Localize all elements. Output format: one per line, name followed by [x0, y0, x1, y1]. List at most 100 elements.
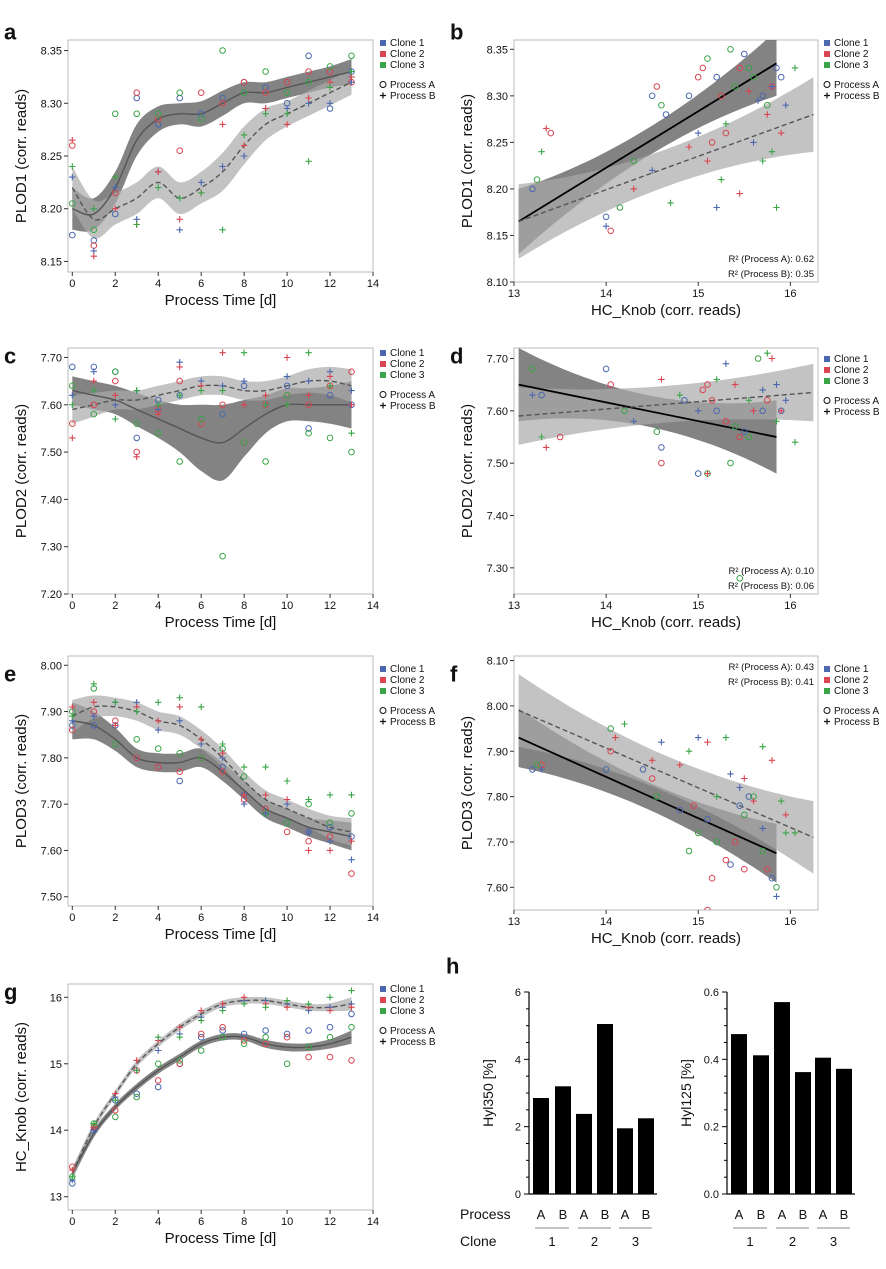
data-point-process-b-clone-1 [90, 368, 97, 375]
data-point-process-b-clone-2 [326, 1007, 334, 1014]
data-point-process-a-clone-1 [727, 861, 734, 868]
legend-label-process-b: Process B [834, 91, 880, 102]
data-point-process-b-clone-1 [727, 770, 734, 778]
data-point-process-b-clone-3 [198, 703, 205, 711]
data-point-process-b-clone-3 [305, 1000, 312, 1008]
data-point-process-b-clone-3 [90, 680, 97, 687]
data-point-process-a-clone-3 [754, 355, 762, 362]
data-point-process-a-clone-3 [727, 459, 734, 467]
legend-label-clone-3: Clone 3 [390, 686, 425, 697]
legend-marker-process-b [380, 1038, 386, 1045]
data-point-process-b-clone-2 [658, 376, 665, 383]
data-point-process-a-clone-3 [154, 429, 162, 437]
data-point-process-b-clone-3 [283, 110, 291, 117]
panel-letter-b: b [450, 20, 463, 45]
y-axis-title: Hyl350 [%] [480, 1059, 496, 1127]
data-point-process-a-clone-2 [556, 433, 564, 441]
bar [774, 1002, 790, 1194]
data-point-process-b-clone-1 [305, 377, 312, 385]
data-point-process-b-clone-3 [90, 387, 97, 394]
data-point-process-a-clone-2 [722, 856, 730, 864]
data-point-process-b-clone-1 [750, 139, 757, 146]
legend-swatch-clone-1 [380, 986, 386, 992]
y-tick-label: 7.40 [41, 494, 62, 506]
legend-marker-process-b [824, 408, 830, 415]
data-point-process-b-clone-1 [90, 713, 97, 720]
data-point-process-a-clone-2 [219, 401, 226, 409]
data-point-process-b-clone-2 [348, 401, 355, 408]
legend-swatch-clone-3 [380, 688, 386, 694]
legend-label-process-a: Process A [390, 80, 435, 91]
data-point-process-b-clone-2 [262, 791, 269, 799]
x-tick-label: 4 [155, 1216, 161, 1228]
data-point-process-b-clone-3 [219, 740, 226, 748]
data-point-process-a-clone-3 [112, 740, 119, 748]
data-point-process-b-clone-1 [176, 717, 183, 724]
data-point-process-b-clone-3 [718, 176, 725, 183]
x-tick-label: 16 [784, 288, 796, 300]
x-tick-label: 2 [112, 278, 118, 290]
data-point-process-b-clone-1 [695, 734, 702, 741]
x-tick-label: 6 [198, 600, 204, 612]
bar [638, 1118, 654, 1195]
legend-marker-process-b [380, 92, 386, 99]
data-point-process-a-clone-2 [176, 1060, 183, 1068]
y-tick-label: 7.60 [487, 406, 508, 418]
y-tick-label: 4 [515, 1054, 521, 1066]
data-point-process-a-clone-3 [658, 101, 665, 109]
data-point-process-a-clone-3 [197, 1047, 205, 1054]
data-point-process-b-clone-3 [219, 387, 226, 394]
data-point-process-a-clone-3 [133, 1093, 140, 1101]
x-tick-label: 0 [69, 912, 75, 924]
panel-letter-g: g [4, 980, 17, 1005]
data-point-process-b-clone-1 [176, 226, 183, 233]
data-point-process-b-clone-2 [704, 470, 711, 477]
data-point-process-a-clone-1 [326, 1023, 334, 1031]
data-point-process-a-clone-2 [708, 397, 716, 404]
data-point-process-b-clone-3 [348, 430, 355, 437]
data-point-process-b-clone-2 [112, 722, 119, 729]
data-point-process-b-clone-2 [676, 761, 683, 769]
fit-line-process-a [518, 736, 777, 855]
x-tick-label: 8 [241, 1216, 247, 1228]
x-tick-label: 0 [69, 1216, 75, 1228]
y-tick-label: 8.30 [41, 98, 62, 110]
bar [753, 1055, 769, 1194]
process-label: A [537, 1207, 546, 1222]
data-point-process-b-clone-1 [722, 360, 730, 367]
data-point-process-a-clone-3 [348, 810, 355, 817]
legend-label-clone-3: Clone 3 [390, 1006, 425, 1017]
bar [533, 1098, 549, 1194]
data-point-process-a-clone-3 [305, 429, 312, 437]
data-point-process-b-clone-3 [155, 401, 162, 408]
process-label: B [559, 1207, 568, 1222]
data-point-process-a-clone-2 [731, 838, 739, 846]
data-point-process-a-clone-3 [713, 838, 721, 846]
data-point-process-a-clone-3 [745, 433, 753, 441]
data-point-process-a-clone-1 [759, 92, 767, 100]
y-axis-title: PLOD3 (corr. reads) [13, 714, 30, 848]
legend-swatch-clone-1 [380, 40, 386, 46]
y-tick-label: 7.70 [487, 353, 508, 365]
data-point-process-b-clone-3 [283, 997, 291, 1004]
data-point-process-b-clone-2 [741, 775, 748, 782]
data-point-process-a-clone-1 [326, 392, 334, 399]
r-squared-annotation: R² (Process A): 0.10 [728, 566, 814, 577]
data-point-process-a-clone-3 [745, 64, 753, 72]
data-point-process-a-clone-2 [197, 89, 205, 96]
fit-line-process-b [518, 391, 814, 417]
data-point-process-b-clone-3 [326, 994, 334, 1001]
data-point-process-b-clone-3 [155, 184, 162, 191]
data-point-process-b-clone-3 [676, 391, 683, 399]
legend-label-process-a: Process A [390, 706, 435, 717]
plot-frame [513, 39, 819, 283]
y-tick-label: 7.80 [41, 753, 62, 765]
data-point-process-a-clone-3 [529, 365, 536, 373]
data-point-process-a-clone-2 [722, 129, 730, 137]
data-point-process-b-clone-2 [630, 185, 637, 193]
clone-label: 1 [548, 1234, 555, 1249]
data-point-process-a-clone-3 [176, 749, 183, 757]
data-point-process-a-clone-3 [154, 110, 162, 118]
x-tick-label: 0 [69, 600, 75, 612]
